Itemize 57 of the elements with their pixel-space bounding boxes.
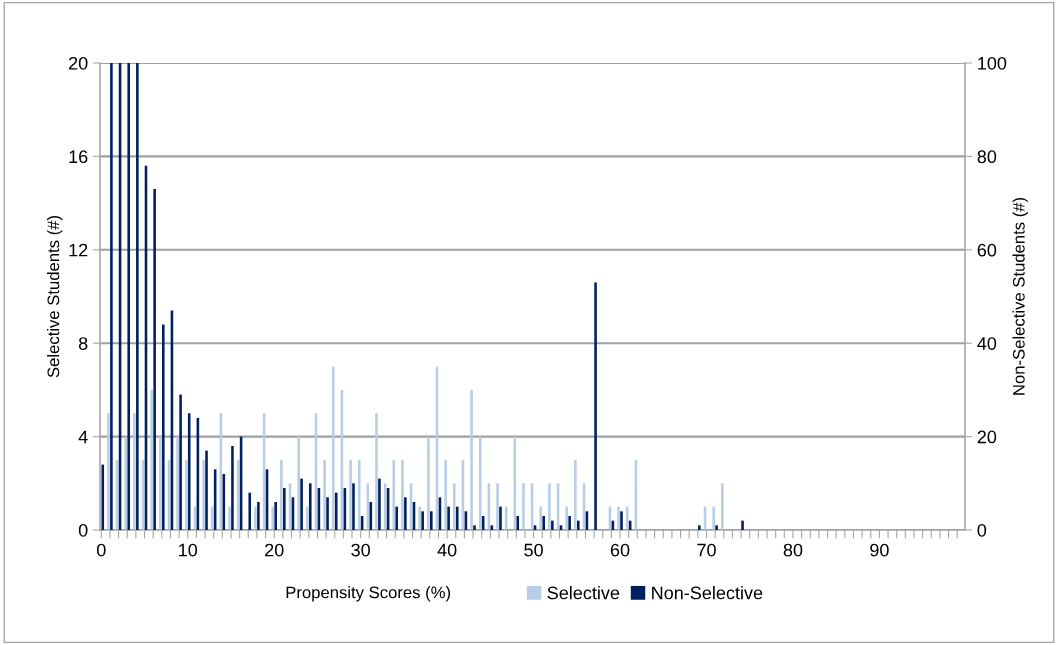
y-tick-label: 4 xyxy=(78,430,88,444)
bar xyxy=(427,436,430,530)
bar xyxy=(539,506,543,530)
bar xyxy=(574,459,577,530)
y-tick-label: 16 xyxy=(69,150,88,164)
x-axis-title: Propensity Scores (%) xyxy=(286,586,451,602)
bar xyxy=(551,520,554,530)
x-tick-label: 70 xyxy=(697,543,716,557)
bar xyxy=(473,525,476,530)
x-tick-label: 0 xyxy=(96,543,106,557)
x-tick-label: 10 xyxy=(179,543,198,557)
bar xyxy=(430,511,433,530)
bar xyxy=(136,63,139,530)
y-tick-label: 12 xyxy=(69,243,88,257)
bar xyxy=(715,525,718,530)
legend-label: Non-Selective xyxy=(652,586,763,600)
x-tick-label: 20 xyxy=(265,543,284,557)
y-tick-label: 8 xyxy=(78,337,88,350)
bar xyxy=(124,436,128,530)
y-tick-label: 20 xyxy=(69,56,88,70)
bar xyxy=(594,282,597,530)
bar xyxy=(127,63,130,530)
bar xyxy=(470,389,473,530)
bar xyxy=(401,459,404,530)
y2-tick-label: 0 xyxy=(977,523,987,537)
y2-axis-title: Non-Selective Students (#) xyxy=(1012,197,1029,395)
y-tick-label: 0 xyxy=(78,523,88,537)
y2-tick-label: 80 xyxy=(977,150,997,164)
bar xyxy=(306,506,309,530)
x-tick-label: 50 xyxy=(524,543,543,557)
x-tick-label: 80 xyxy=(783,543,803,557)
bar xyxy=(375,413,378,530)
bar xyxy=(576,520,580,530)
x-tick-label: 30 xyxy=(351,543,370,557)
bar xyxy=(331,366,335,530)
x-tick-label: 60 xyxy=(610,543,630,557)
bar xyxy=(133,413,136,530)
y2-tick-label: 100 xyxy=(978,56,1007,70)
y2-tick-label: 20 xyxy=(977,430,997,444)
x-tick-label: 90 xyxy=(870,543,889,557)
bar xyxy=(522,483,525,530)
bar xyxy=(153,189,156,530)
bar xyxy=(161,324,165,530)
bar xyxy=(110,63,113,530)
bar xyxy=(187,413,191,530)
bar xyxy=(698,525,701,530)
bar xyxy=(741,520,744,530)
y-axis-title: Selective Students (#) xyxy=(47,216,63,378)
bar xyxy=(721,483,724,530)
y2-tick-label: 40 xyxy=(977,337,997,350)
bar xyxy=(548,483,551,530)
y2-tick-label: 60 xyxy=(977,243,997,257)
bar xyxy=(444,459,447,530)
bar xyxy=(712,506,715,530)
legend-label: Selective xyxy=(547,586,620,600)
bar xyxy=(478,436,482,530)
x-tick-label: 40 xyxy=(437,543,457,557)
